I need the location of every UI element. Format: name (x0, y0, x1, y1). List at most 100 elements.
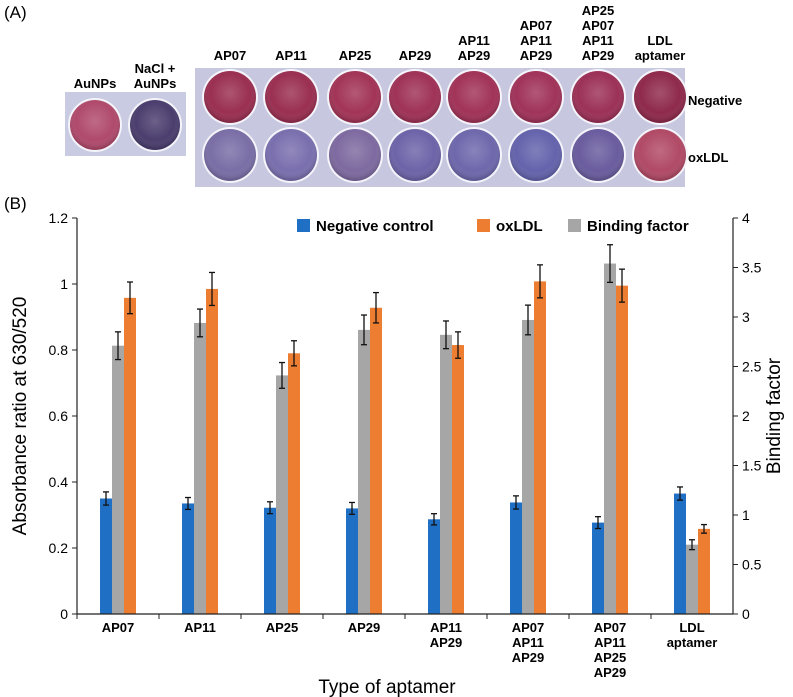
well-shade (70, 100, 120, 150)
single-well-label: AuNPs (74, 76, 117, 91)
bar-chart: 0 0.2 0.4 0.6 0.8 1 1.2 0 0.5 1 1.5 2 2.5 3 3.5 4 AP07… (10, 210, 785, 697)
well-shade (448, 71, 500, 123)
bar-binding-factor (604, 263, 616, 614)
y-tick-label: 1.2 (49, 210, 69, 226)
row-label-negative: Negative (688, 93, 742, 108)
well-shade (265, 71, 317, 123)
x-category-label: AP29 (348, 620, 381, 635)
bar-negative-control (674, 493, 686, 614)
negative-well-5 (446, 69, 502, 125)
legend-entry: Binding factor (587, 218, 689, 235)
legend-swatch (297, 219, 310, 232)
bar-oxldl (370, 307, 382, 614)
negative-well-4 (387, 69, 443, 125)
negative-well-8 (632, 69, 688, 125)
x-category-label: AP07 (102, 620, 135, 635)
well-shade (572, 129, 624, 181)
well-shade (572, 71, 624, 123)
plate-column-label: AP29 (582, 48, 615, 63)
x-category-label: AP11 (184, 620, 216, 635)
y-axis-title: Absorbance ratio at 630/520 (10, 297, 31, 536)
y2-tick-label: 3 (742, 309, 750, 325)
x-category-label: AP07 (594, 620, 627, 635)
bar-binding-factor (194, 322, 206, 614)
y2-tick-label: 1 (742, 507, 750, 523)
y2-tick-label: 4 (742, 210, 750, 226)
y2-tick-label: 0.5 (742, 557, 762, 573)
plate-column-label: AP29 (458, 48, 491, 63)
legend-swatch (568, 219, 581, 232)
bar-binding-factor (358, 329, 370, 614)
y2-tick-label: 1.5 (742, 458, 762, 474)
well-shade (510, 71, 562, 123)
panel-b-label: (B) (4, 194, 27, 213)
oxldl-well-7 (570, 127, 626, 183)
bar-negative-control (346, 508, 358, 614)
x-category-label: AP11 (594, 635, 626, 650)
oxldl-well-3 (327, 127, 383, 183)
y2-tick-label: 0 (742, 606, 750, 622)
oxldl-well-2 (263, 127, 319, 183)
bar-oxldl (452, 345, 464, 614)
bar-oxldl (206, 288, 218, 614)
legend-entry: oxLDL (496, 218, 543, 235)
well-shade (448, 129, 500, 181)
oxldl-well-1 (202, 127, 258, 183)
well-shade (510, 129, 562, 181)
negative-well-7 (570, 69, 626, 125)
y2-tick-label: 2 (742, 408, 750, 424)
legend-entry: Negative control (316, 218, 434, 235)
negative-well-3 (327, 69, 383, 125)
x-category-label: AP25 (266, 620, 299, 635)
panel-a-label: (A) (4, 3, 27, 22)
y-tick-label: 0 (60, 606, 68, 622)
well-shade (130, 100, 180, 150)
well-shade (634, 71, 686, 123)
x-category-label: aptamer (667, 635, 718, 650)
bar-negative-control (264, 507, 276, 614)
bar-binding-factor (522, 319, 534, 614)
row-label-oxldl: oxLDL (688, 150, 729, 165)
y-tick-label: 0.2 (49, 540, 69, 556)
x-category-label: AP11 (430, 620, 462, 635)
bar-oxldl (698, 528, 710, 614)
well-shade (265, 129, 317, 181)
well-shade (389, 129, 441, 181)
oxldl-well-6 (508, 127, 564, 183)
bar-negative-control (428, 519, 440, 614)
x-category-label: AP11 (512, 635, 544, 650)
oxldl-well-5 (446, 127, 502, 183)
plate-column-label: AP07 (520, 18, 553, 33)
negative-well-1 (202, 69, 258, 125)
x-category-label: LDL (679, 620, 704, 635)
bar-binding-factor (112, 345, 124, 614)
single-well-label: NaCl + (135, 61, 176, 76)
x-category-label: AP29 (594, 665, 627, 680)
y-tick-label: 0.4 (49, 474, 69, 490)
x-category-label: AP07 (512, 620, 545, 635)
negative-well-2 (263, 69, 319, 125)
plate-column-label: AP29 (399, 48, 432, 63)
bar-negative-control (592, 522, 604, 614)
y-tick-label: 0.8 (49, 342, 69, 358)
x-category-label: AP25 (594, 650, 627, 665)
single-well-2 (128, 98, 182, 152)
y-tick-label: 0.6 (49, 408, 69, 424)
single-well-label: AuNPs (134, 76, 177, 91)
negative-well-6 (508, 69, 564, 125)
plate-column-label: AP25 (582, 3, 615, 18)
plate-column-label: AP11 (520, 33, 552, 48)
x-category-label: AP29 (512, 650, 545, 665)
well-shade (329, 129, 381, 181)
plate-column-label: AP25 (339, 48, 372, 63)
plate-column-label: LDL (647, 33, 672, 48)
plate-column-label: AP11 (275, 48, 307, 63)
y2-axis-title: Binding factor (764, 357, 785, 474)
bar-binding-factor (686, 544, 698, 614)
plate-column-label: aptamer (635, 48, 686, 63)
bar-binding-factor (276, 375, 288, 614)
y-tick-label: 1 (60, 276, 68, 292)
well-shade (329, 71, 381, 123)
